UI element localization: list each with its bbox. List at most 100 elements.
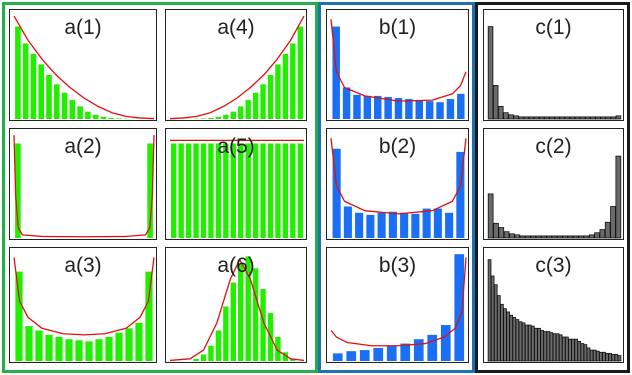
histogram-bar xyxy=(537,327,541,362)
histogram-bar xyxy=(503,231,510,239)
histogram-bar xyxy=(592,349,597,362)
panel-b1-plot xyxy=(330,19,467,120)
panel-c2: c(2) xyxy=(483,128,624,240)
histogram-bar xyxy=(565,336,569,362)
panel-a6: a(6) xyxy=(165,247,307,363)
histogram-bar xyxy=(558,334,563,362)
histogram-bar xyxy=(564,116,571,120)
histogram-bar xyxy=(571,338,575,362)
histogram-bar xyxy=(53,84,60,119)
fit-curve xyxy=(13,257,155,336)
histogram-bar xyxy=(394,98,403,119)
histogram-bar xyxy=(415,100,424,119)
fit-curve xyxy=(13,15,155,120)
histogram-bar xyxy=(567,235,574,239)
histogram-bar xyxy=(533,116,540,120)
histogram-bar xyxy=(116,118,122,119)
histogram-bar xyxy=(528,116,535,120)
histogram-bar xyxy=(77,106,83,119)
histogram-bar xyxy=(30,53,37,119)
group-a-frame xyxy=(2,2,318,373)
histogram-bar xyxy=(599,229,606,239)
histogram-bar xyxy=(147,143,153,238)
histogram-bar xyxy=(208,143,214,238)
histogram-bar xyxy=(562,235,568,239)
histogram-bar xyxy=(413,339,424,361)
histogram-bar xyxy=(65,339,73,361)
histogram-bar xyxy=(487,193,494,239)
histogram-bar xyxy=(25,326,33,361)
histogram-bar xyxy=(535,235,542,239)
histogram-bar xyxy=(518,116,525,120)
histogram-bar xyxy=(55,337,63,361)
histogram-bar xyxy=(492,85,499,120)
histogram-bar xyxy=(493,222,499,239)
histogram-bar xyxy=(15,26,21,120)
fit-curve xyxy=(13,135,155,238)
panel-a4: a(4) xyxy=(165,9,307,121)
histogram-bar xyxy=(359,350,370,361)
histogram-bar xyxy=(503,308,507,362)
histogram-bar xyxy=(215,143,222,238)
histogram-bar xyxy=(267,74,274,119)
histogram-bar xyxy=(411,213,420,238)
histogram-bar xyxy=(513,115,519,120)
histogram-bar xyxy=(534,327,538,362)
histogram-bar xyxy=(245,143,251,238)
histogram-bar xyxy=(238,106,244,119)
histogram-bar xyxy=(125,328,133,361)
histogram-bar xyxy=(519,235,526,239)
histogram-bar xyxy=(282,53,289,119)
histogram-bar xyxy=(290,358,296,361)
histogram-bar xyxy=(552,333,557,362)
histogram-bar xyxy=(457,93,465,119)
histogram-bar xyxy=(208,117,214,119)
histogram-bar xyxy=(493,284,498,362)
panel-b2-plot xyxy=(330,138,467,238)
histogram-bar xyxy=(531,325,535,362)
histogram-bar xyxy=(15,271,23,361)
panel-a3-plot xyxy=(13,257,155,361)
histogram-bar xyxy=(595,350,600,362)
histogram-bar xyxy=(95,339,103,361)
histogram-bar xyxy=(541,235,547,239)
histogram-bar xyxy=(425,101,434,119)
histogram-bar xyxy=(617,355,622,362)
histogram-bar xyxy=(208,345,214,361)
histogram-bar xyxy=(215,116,222,119)
histogram-bar xyxy=(610,116,617,120)
histogram-bar xyxy=(440,325,451,361)
histogram-bar xyxy=(610,206,616,239)
histogram-bar xyxy=(22,43,29,119)
panel-c3-plot xyxy=(487,259,622,362)
histogram-bar xyxy=(551,235,558,239)
histogram-bar xyxy=(353,94,361,119)
histogram-bar xyxy=(572,235,579,239)
histogram-bar xyxy=(611,354,616,362)
histogram-bar xyxy=(115,332,123,361)
histogram-bar xyxy=(366,214,375,238)
panel-b2: b(2) xyxy=(326,128,469,240)
histogram-bar xyxy=(561,336,566,362)
histogram-bar xyxy=(275,337,281,361)
histogram-bar xyxy=(386,345,397,361)
histogram-bar xyxy=(400,212,409,238)
histogram-bar xyxy=(85,111,91,119)
histogram-bar xyxy=(427,334,438,361)
panel-b3-plot xyxy=(330,254,467,361)
histogram-bar xyxy=(400,343,411,361)
histogram-bar xyxy=(525,235,531,239)
panel-a3: a(3) xyxy=(9,247,157,363)
histogram-bar xyxy=(446,99,455,119)
histogram-bar xyxy=(223,143,229,238)
histogram-bar xyxy=(605,352,609,362)
histogram-bar xyxy=(530,235,537,239)
histogram-bar xyxy=(230,143,236,238)
histogram-bar xyxy=(514,234,521,239)
histogram-bar xyxy=(600,116,606,120)
panel-b3: b(3) xyxy=(326,247,469,363)
histogram-bar xyxy=(602,351,606,362)
histogram-bar xyxy=(384,96,392,119)
panel-a6-plot xyxy=(169,256,305,362)
